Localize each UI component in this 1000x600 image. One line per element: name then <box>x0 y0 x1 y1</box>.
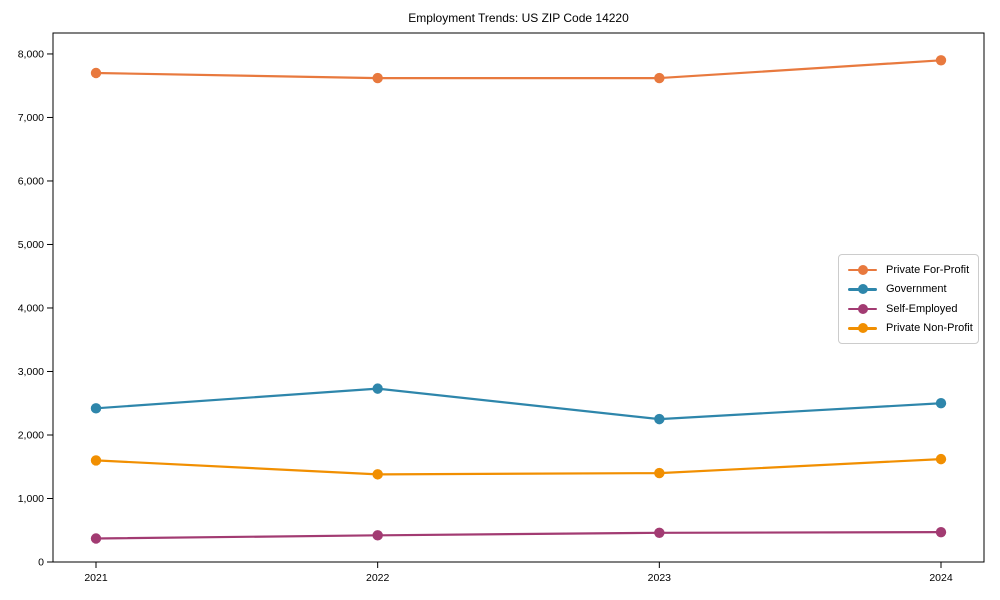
legend-item: Self-Employed <box>848 299 970 319</box>
series-line-private-non-profit <box>94 458 943 476</box>
data-point <box>90 455 102 466</box>
data-point <box>935 526 947 538</box>
data-point <box>90 533 102 544</box>
plot-border <box>52 32 985 563</box>
data-point <box>935 398 947 409</box>
legend-item: Government <box>848 280 970 300</box>
y-tick-label: 8,000 <box>18 48 44 60</box>
legend-line-marker-icon <box>848 322 877 334</box>
legend-label: Private For-Profit <box>886 263 970 276</box>
y-tick-label: 7,000 <box>18 112 44 124</box>
data-point <box>935 55 947 66</box>
data-point <box>372 469 383 480</box>
data-point <box>372 72 383 84</box>
series-line-government <box>94 387 943 421</box>
legend-label: Government <box>886 283 947 296</box>
data-point <box>372 383 383 394</box>
x-tick-label: 2022 <box>366 572 390 584</box>
x-tick-label: 2021 <box>84 572 108 584</box>
x-tick-label: 2023 <box>648 572 672 584</box>
chart-title: Employment Trends: US ZIP Code 14220 <box>408 11 629 25</box>
data-point <box>935 453 947 465</box>
legend-line-marker-icon <box>848 264 877 276</box>
legend-line-marker-icon <box>848 303 877 315</box>
y-tick-label: 4,000 <box>18 302 44 314</box>
legend-label: Self-Employed <box>886 302 958 315</box>
y-tick-label: 5,000 <box>18 239 44 251</box>
y-tick-label: 1,000 <box>18 493 44 505</box>
legend: Private For-Profit Government Self-Employe… <box>838 254 979 344</box>
y-tick-label: 6,000 <box>18 175 44 187</box>
x-tick-label: 2024 <box>929 572 953 584</box>
data-point <box>90 67 102 79</box>
data-point <box>654 72 665 84</box>
data-point <box>90 403 102 414</box>
data-point <box>654 467 665 479</box>
legend-item: Private Non-Profit <box>848 319 973 339</box>
legend-item: Private For-Profit <box>848 260 970 280</box>
legend-label: Private Non-Profit <box>886 322 973 335</box>
data-point <box>654 413 665 425</box>
y-tick-label: 0 <box>38 557 44 569</box>
series-line-self-employed <box>94 531 943 540</box>
series-line-private-for-profit <box>94 59 943 80</box>
legend-line-marker-icon <box>848 283 877 295</box>
data-point <box>654 527 665 538</box>
data-point <box>372 530 383 541</box>
y-tick-label: 3,000 <box>18 366 44 378</box>
y-tick-label: 2,000 <box>18 429 44 441</box>
